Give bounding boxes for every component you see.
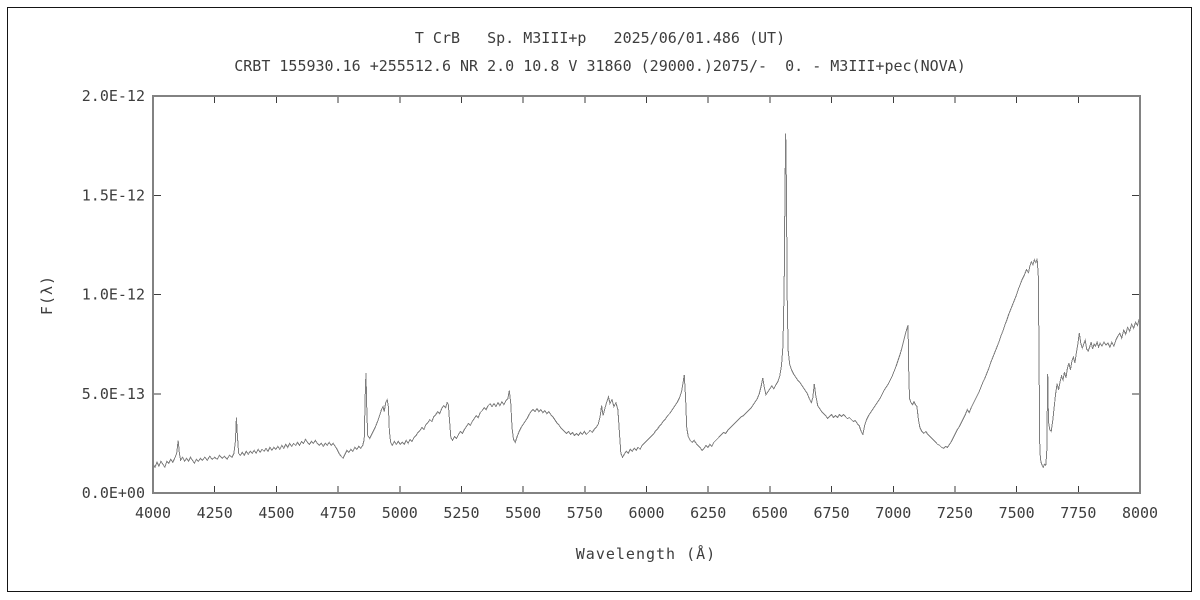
spectrum-line xyxy=(152,133,1141,469)
x-axis-title: Wavelength (Å) xyxy=(575,545,717,563)
x-tick-label: 5250 xyxy=(443,504,479,522)
axis-ticks xyxy=(152,95,1141,494)
y-tick-label: 0.0E+00 xyxy=(82,484,145,502)
y-tick-label: 1.0E-12 xyxy=(82,286,145,304)
chart-title: T CrB Sp. M3III+p 2025/06/01.486 (UT) xyxy=(414,29,786,47)
x-tick-label: 7000 xyxy=(875,504,911,522)
y-tick-label: 5.0E-13 xyxy=(82,385,145,403)
x-tick-label: 7250 xyxy=(937,504,973,522)
x-tick-label: 7750 xyxy=(1060,504,1096,522)
x-tick-label: 6250 xyxy=(690,504,726,522)
x-tick-label: 4500 xyxy=(258,504,294,522)
x-tick-label: 6750 xyxy=(814,504,850,522)
x-tick-label: 5500 xyxy=(505,504,541,522)
x-tick-label: 5750 xyxy=(567,504,603,522)
chart-subtitle: CRBT 155930.16 +255512.6 NR 2.0 10.8 V 3… xyxy=(234,57,966,75)
x-tick-label: 6000 xyxy=(628,504,664,522)
y-tick-label: 1.5E-12 xyxy=(82,186,145,204)
x-tick-label: 4250 xyxy=(197,504,233,522)
plot-frame xyxy=(152,95,1141,494)
x-tick-label: 4750 xyxy=(320,504,356,522)
x-tick-label: 8000 xyxy=(1122,504,1158,522)
x-tick-label: 5000 xyxy=(382,504,418,522)
x-tick-label: 6500 xyxy=(752,504,788,522)
x-tick-label: 7500 xyxy=(999,504,1035,522)
axis-tick-labels: 4000 4250 4500 4750 5000 5250 5500 5750 6000 6250… xyxy=(82,87,1158,522)
y-tick-label: 2.0E-12 xyxy=(82,87,145,105)
x-tick-label: 4000 xyxy=(135,504,171,522)
